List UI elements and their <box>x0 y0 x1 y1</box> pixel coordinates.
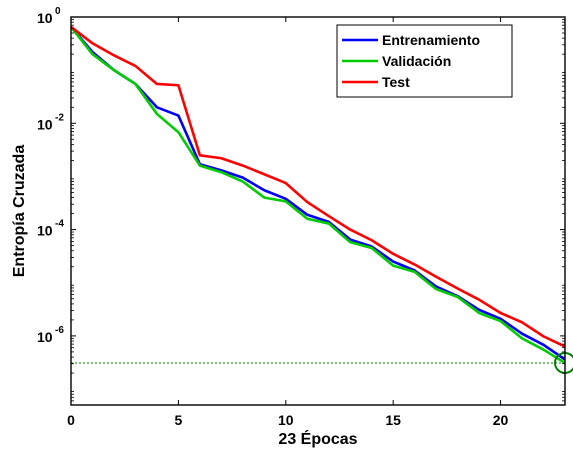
plot-frame <box>70 16 566 406</box>
legend-label-validación: Validación <box>382 53 451 69</box>
y-tick-exponent: 0 <box>55 6 61 17</box>
y-tick-base: 10 <box>37 223 53 239</box>
x-tick-label: 10 <box>278 412 294 428</box>
y-tick-base: 10 <box>37 116 53 132</box>
legend: Entrenamiento Validación Test <box>336 24 513 98</box>
x-tick-label: 0 <box>67 412 75 428</box>
x-tick-label: 15 <box>385 412 401 428</box>
series-line-test <box>70 25 566 348</box>
y-tick-exponent: -4 <box>55 219 64 230</box>
y-tick-base: 10 <box>37 329 53 345</box>
y-tick-exponent: -6 <box>55 325 64 336</box>
y-tick-exponent: -2 <box>55 112 64 123</box>
x-tick-label: 20 <box>493 412 509 428</box>
legend-label-test: Test <box>382 74 410 90</box>
y-tick-label: 10 -2 <box>37 112 64 132</box>
y-tick-label: 10 0 <box>37 6 61 26</box>
y-tick-base: 10 <box>37 10 53 26</box>
y-axis-title: Entropía Cruzada <box>11 145 28 278</box>
series-line-entrenamiento <box>70 26 566 361</box>
y-tick-label: 10 -4 <box>37 219 64 239</box>
x-axis-title: 23 Épocas <box>278 429 357 448</box>
legend-label-entrenamiento: Entrenamiento <box>382 32 480 48</box>
x-tick-label: 5 <box>174 412 182 428</box>
y-tick-label: 10 -6 <box>37 325 64 345</box>
series-line-validación <box>69 26 566 365</box>
